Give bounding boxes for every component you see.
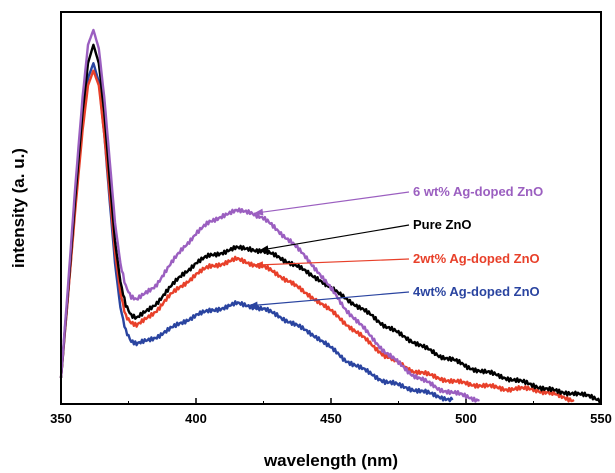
annotation-label: 6 wt% Ag-doped ZnO (413, 184, 543, 199)
annotations: 6 wt% Ag-doped ZnO Pure ZnO 2wt% Ag-doped … (248, 184, 543, 309)
annotation-arrowhead (254, 261, 264, 269)
annotation-arrow (253, 191, 410, 214)
annotation-arrow (253, 258, 410, 266)
annotation-label: Pure ZnO (413, 217, 472, 232)
plot-area-frame (60, 11, 602, 405)
annotation-arrowhead (259, 245, 269, 253)
annotation-arrowhead (248, 301, 258, 309)
annotation-arrow (259, 224, 410, 251)
x-tick-label: 400 (185, 411, 207, 426)
series-line (59, 62, 454, 403)
series-line (59, 69, 575, 403)
series-line (59, 43, 603, 404)
series-lines (59, 28, 603, 404)
x-tick-label: 550 (590, 411, 612, 426)
annotation-arrow (248, 291, 410, 307)
x-tick-label: 500 (455, 411, 477, 426)
annotation-label: 4wt% Ag-doped ZnO (413, 284, 540, 299)
x-axis-ticks: 350 400 450 500 550 (50, 398, 612, 426)
annotation-label: 2wt% Ag-doped ZnO (413, 251, 540, 266)
series-line (59, 28, 480, 403)
x-tick-label: 350 (50, 411, 72, 426)
x-axis-title: wavelength (nm) (263, 451, 398, 470)
annotation-arrowhead (254, 208, 264, 216)
y-axis-title: intensity (a. u.) (9, 148, 28, 268)
x-tick-label: 450 (320, 411, 342, 426)
